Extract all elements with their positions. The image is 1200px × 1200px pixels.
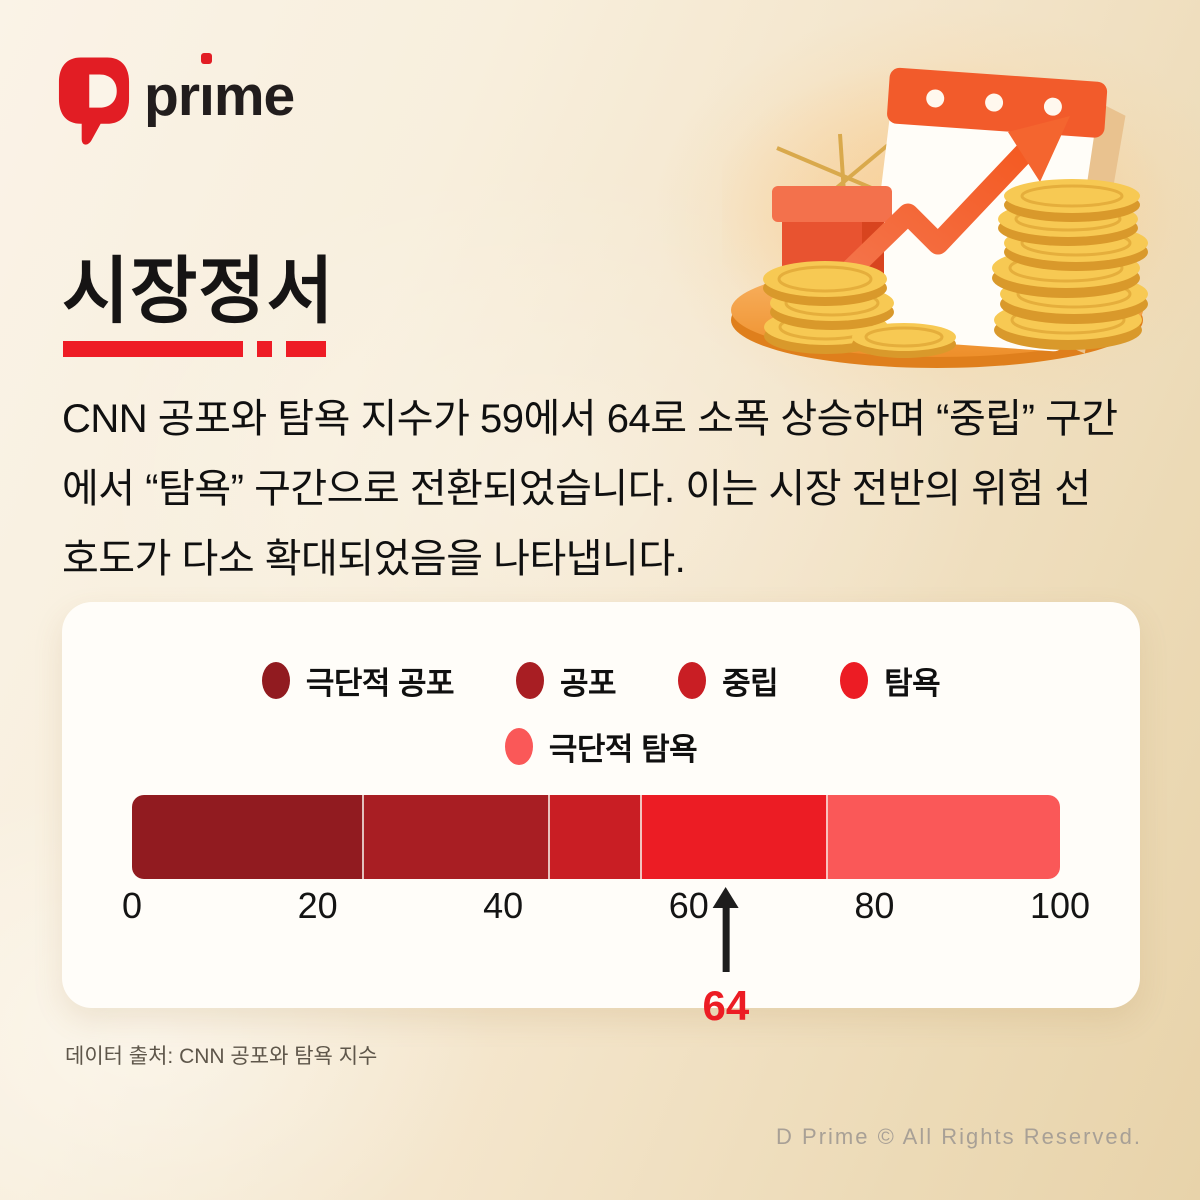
copyright-note: D Prime © All Rights Reserved.: [776, 1124, 1142, 1149]
coin-stack-right: [992, 179, 1148, 350]
paragraph-line: CNN 공포와 탐욕 지수가 59에서 64로 소폭 상승하며 “중립” 구간: [62, 397, 1118, 441]
axis-tick-40: 40: [483, 885, 524, 926]
legend-dot-fear: [516, 662, 545, 699]
legend-item-fear: 공포: [516, 658, 617, 703]
d-prime-logo-icon: [58, 57, 130, 145]
fear-greed-chart-card: 극단적 공포 공포 중립 탐욕 극단적 탐욕: [62, 602, 1140, 1029]
paragraph-line: 에서 “탐욕” 구간으로 전환되었습니다. 이는 시장 전반의 위험 선: [62, 467, 1091, 511]
legend-label: 중립: [722, 666, 779, 701]
gauge-segment-extreme-fear: [132, 795, 364, 879]
legend-item-extreme-greed: 극단적 탐욕: [504, 724, 698, 769]
logo-text-pr: pr: [144, 64, 200, 128]
legend-label: 극단적 탐욕: [548, 732, 698, 767]
logo-text-i: ı: [199, 53, 215, 128]
title-underline: [63, 341, 326, 357]
pointer-value: 64: [702, 982, 750, 1029]
gauge-segment-extreme-greed: [827, 795, 1060, 879]
calendar-hole: [985, 93, 1004, 112]
legend-dot-greed: [840, 662, 869, 699]
page-title: 시장정서: [62, 251, 335, 332]
gauge-axis: 0 20 40 60 80 100: [122, 885, 1090, 929]
data-source-note: 데이터 출처: CNN 공포와 탐욕 지수: [65, 1045, 378, 1068]
axis-tick-80: 80: [854, 885, 895, 926]
legend-label: 공포: [560, 666, 617, 701]
logo-i-dot-icon: [201, 53, 212, 64]
logo-text-me: me: [213, 64, 295, 128]
legend-label: 탐욕: [884, 666, 941, 701]
legend-item-greed: 탐욕: [840, 658, 941, 703]
underline-dot: [257, 341, 272, 357]
legend-label: 극단적 공포: [305, 666, 455, 701]
underline-bar-long: [63, 341, 243, 357]
gauge-bar: [132, 795, 1060, 879]
calendar-coins-illustration: [722, 58, 1172, 368]
gauge-segment-fear: [364, 795, 550, 879]
axis-tick-0: 0: [121, 885, 143, 926]
coin-front: [852, 323, 956, 358]
underline-bar-short: [286, 341, 326, 357]
calendar-hole: [926, 89, 945, 108]
calendar-hole: [1043, 97, 1062, 116]
growth-arrow-icon: [823, 116, 1070, 297]
chart-legend-row-1: 극단적 공포 공포 중립 탐욕: [62, 658, 1140, 703]
brand-logo: pr ıme: [58, 53, 295, 150]
paragraph-line: 호도가 다소 확대되었음을 나타냅니다.: [62, 537, 686, 581]
axis-tick-60: 60: [668, 885, 709, 926]
summary-paragraph: CNN 공포와 탐욕 지수가 59에서 64로 소폭 상승하며 “중립” 구간 …: [62, 384, 1118, 594]
legend-dot-neutral: [678, 662, 707, 699]
chart-legend-row-2: 극단적 탐욕: [62, 724, 1140, 769]
legend-dot-extreme-greed: [504, 728, 533, 765]
legend-dot-extreme-fear: [261, 662, 290, 699]
brand-logo-text: pr ıme: [144, 53, 295, 125]
axis-tick-20: 20: [297, 885, 338, 926]
gauge-segment-greed: [642, 795, 828, 879]
legend-item-neutral: 중립: [678, 658, 779, 703]
gauge-segment-neutral: [549, 795, 643, 879]
legend-item-extreme-fear: 극단적 공포: [261, 658, 455, 703]
axis-tick-100: 100: [1029, 885, 1091, 926]
